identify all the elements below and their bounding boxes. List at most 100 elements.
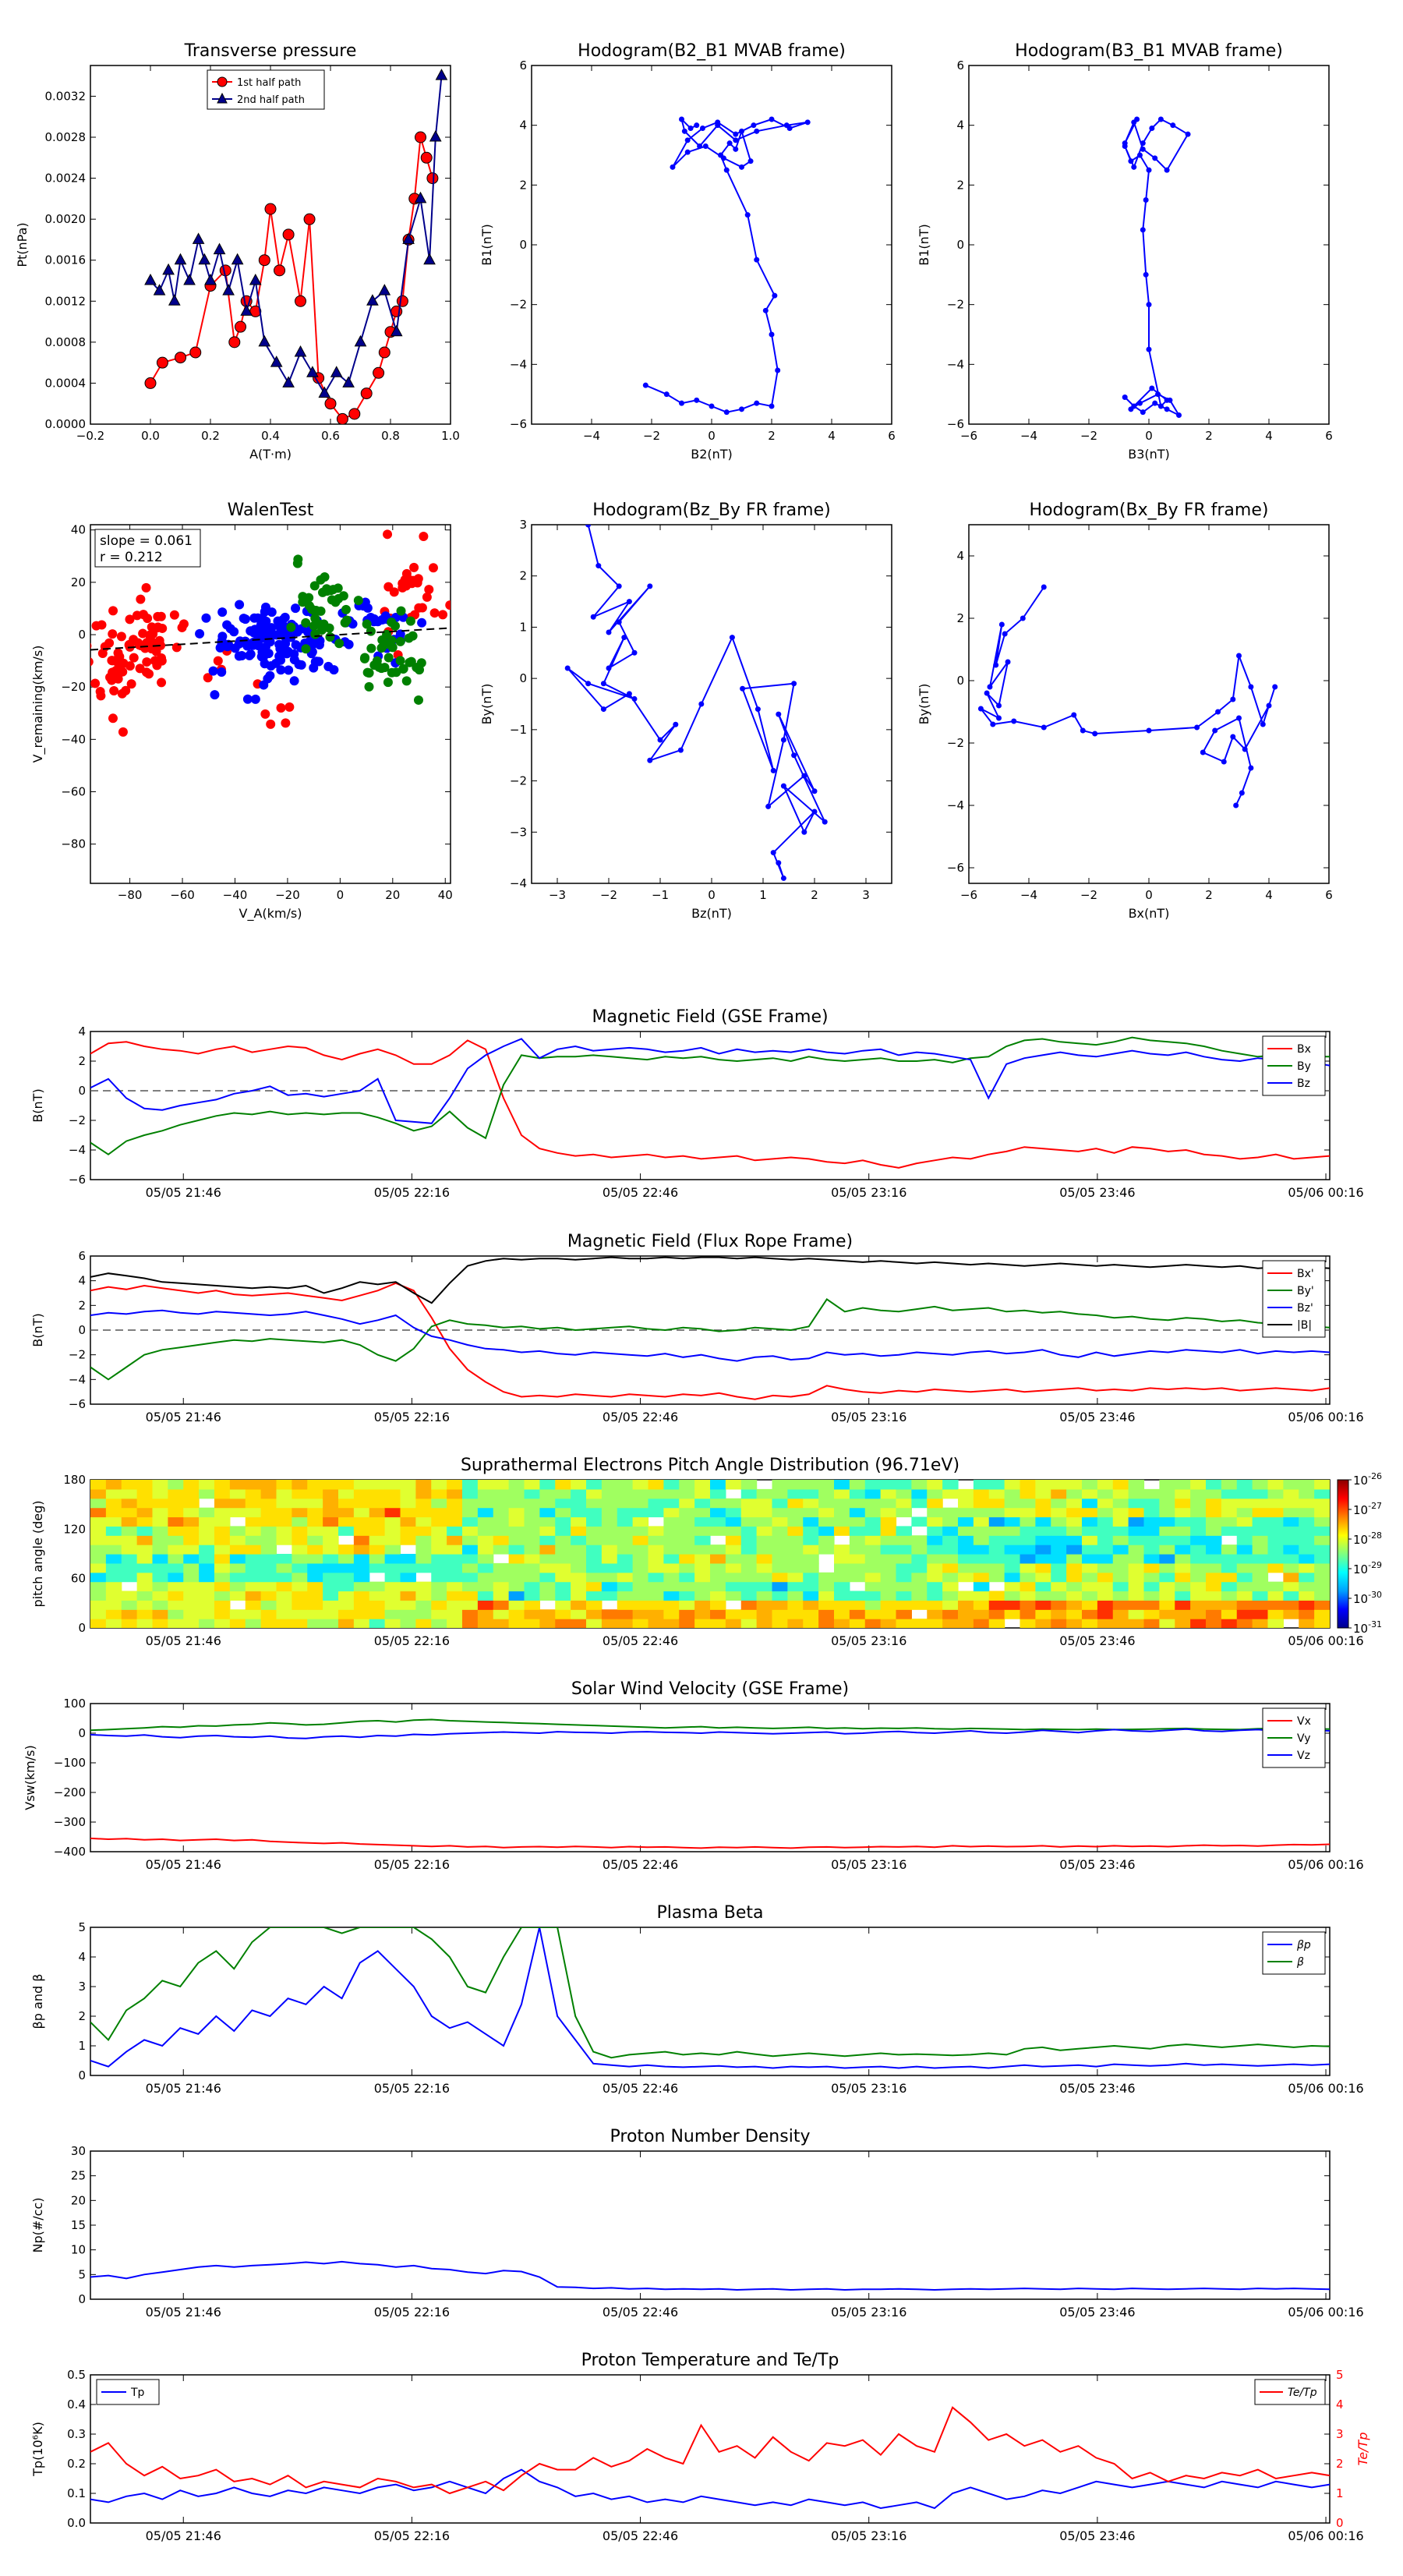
heatmap-cell [818, 1480, 835, 1490]
data-point [1152, 155, 1158, 161]
heatmap-cell [292, 1480, 308, 1490]
plot-area [90, 1036, 1330, 1169]
heatmap-cell [1221, 1480, 1238, 1490]
scatter-point [327, 595, 337, 605]
heatmap-cell [849, 1600, 866, 1610]
heatmap-cell [1066, 1480, 1083, 1490]
scatter-point [132, 610, 142, 621]
heatmap-cell [524, 1554, 540, 1564]
heatmap-cell [338, 1562, 355, 1573]
heatmap-cell [803, 1480, 819, 1490]
scatter-point [113, 653, 123, 663]
heatmap-cell [400, 1609, 416, 1619]
heatmap-cell [1283, 1591, 1299, 1601]
time-tick-label: 05/05 22:46 [603, 2081, 678, 2096]
heatmap-cell [136, 1545, 154, 1555]
heatmap-cell [539, 1619, 556, 1628]
data-point [996, 715, 1002, 721]
heatmap-cell [276, 1581, 292, 1592]
heatmap-cell [369, 1526, 386, 1536]
heatmap-cell [1112, 1581, 1129, 1592]
heatmap-cell [353, 1562, 370, 1573]
heatmap-cell [90, 1554, 107, 1564]
heatmap-cell [214, 1572, 231, 1583]
heatmap-cell [152, 1507, 168, 1518]
scatter-point [266, 719, 276, 729]
heatmap-cell [663, 1581, 680, 1592]
heatmap-cell [942, 1562, 959, 1573]
heatmap-cell [663, 1545, 680, 1555]
heatmap-cell [1051, 1516, 1067, 1527]
heatmap-cell [415, 1535, 432, 1545]
heatmap-cell [524, 1516, 540, 1527]
heatmap-cell [1206, 1498, 1222, 1509]
data-point [755, 706, 761, 713]
panel-title: Hodogram(B3_B1 MVAB frame) [1015, 41, 1283, 61]
heatmap-cell [292, 1609, 308, 1619]
heatmap-cell [292, 1600, 308, 1610]
heatmap-cell [121, 1480, 138, 1490]
heatmap-cell [105, 1498, 122, 1509]
plot-area [1122, 116, 1191, 418]
heatmap-cell [1267, 1498, 1284, 1509]
heatmap-cell [1020, 1619, 1036, 1628]
heatmap-cell [740, 1562, 758, 1573]
heatmap-cell [710, 1554, 726, 1564]
data-point [420, 151, 433, 164]
heatmap-cell [400, 1480, 416, 1490]
heatmap-cell [880, 1535, 897, 1545]
heatmap-cell [942, 1619, 959, 1628]
heatmap-cell [880, 1591, 897, 1601]
heatmap-cell [896, 1581, 912, 1592]
data-point [631, 649, 638, 656]
heatmap-cell [803, 1516, 819, 1527]
data-point [744, 212, 751, 218]
heatmap-cell [1082, 1600, 1098, 1610]
heatmap-cell [694, 1545, 711, 1555]
panel-title: Suprathermal Electrons Pitch Angle Distr… [461, 1456, 959, 1475]
heatmap-cell [168, 1581, 184, 1592]
scatter-point [156, 611, 166, 621]
heatmap-cell [1159, 1581, 1175, 1592]
heatmap-cell [725, 1507, 742, 1518]
legend: Bx'By'Bz'|B| [1262, 1260, 1326, 1338]
heatmap-cell [199, 1545, 215, 1555]
scatter-point [121, 685, 131, 695]
heatmap-cell [896, 1507, 912, 1518]
y-tick-label-right: 2 [1336, 2457, 1344, 2471]
heatmap-cell [772, 1581, 788, 1592]
heatmap-cell [1004, 1516, 1021, 1527]
heatmap-cell [1128, 1562, 1145, 1573]
time-tick-label: 05/05 21:46 [146, 1857, 221, 1872]
heatmap-cell [973, 1526, 990, 1536]
heatmap-cell [1299, 1591, 1315, 1601]
scatter-point [142, 657, 152, 667]
heatmap-cell [121, 1535, 138, 1545]
heatmap-cell [1020, 1600, 1036, 1610]
heatmap-cell [260, 1572, 277, 1583]
heatmap-cell [694, 1581, 711, 1592]
scatter-point [150, 656, 160, 666]
heatmap-cell [477, 1480, 494, 1490]
heatmap-cell [292, 1498, 308, 1509]
scatter-point [260, 709, 270, 719]
data-point [258, 254, 270, 267]
heatmap-cell [462, 1572, 479, 1583]
heatmap-cell [1206, 1516, 1222, 1527]
scatter-point [293, 625, 303, 635]
heatmap-cell [834, 1562, 850, 1573]
heatmap-cell [183, 1572, 200, 1583]
heatmap-cell [1143, 1516, 1160, 1527]
heatmap-cell [1206, 1526, 1222, 1536]
heatmap-cell [307, 1526, 323, 1536]
heatmap-cell [323, 1572, 339, 1583]
scatter-point [387, 635, 397, 646]
heatmap-cell [152, 1545, 168, 1555]
scatter-point [242, 641, 253, 651]
heatmap-cell [1097, 1619, 1114, 1628]
heatmap-cell [136, 1516, 154, 1527]
y-tick-label: 0.0016 [45, 253, 87, 267]
heatmap-cell [1128, 1498, 1145, 1509]
heatmap-cell [229, 1591, 246, 1601]
